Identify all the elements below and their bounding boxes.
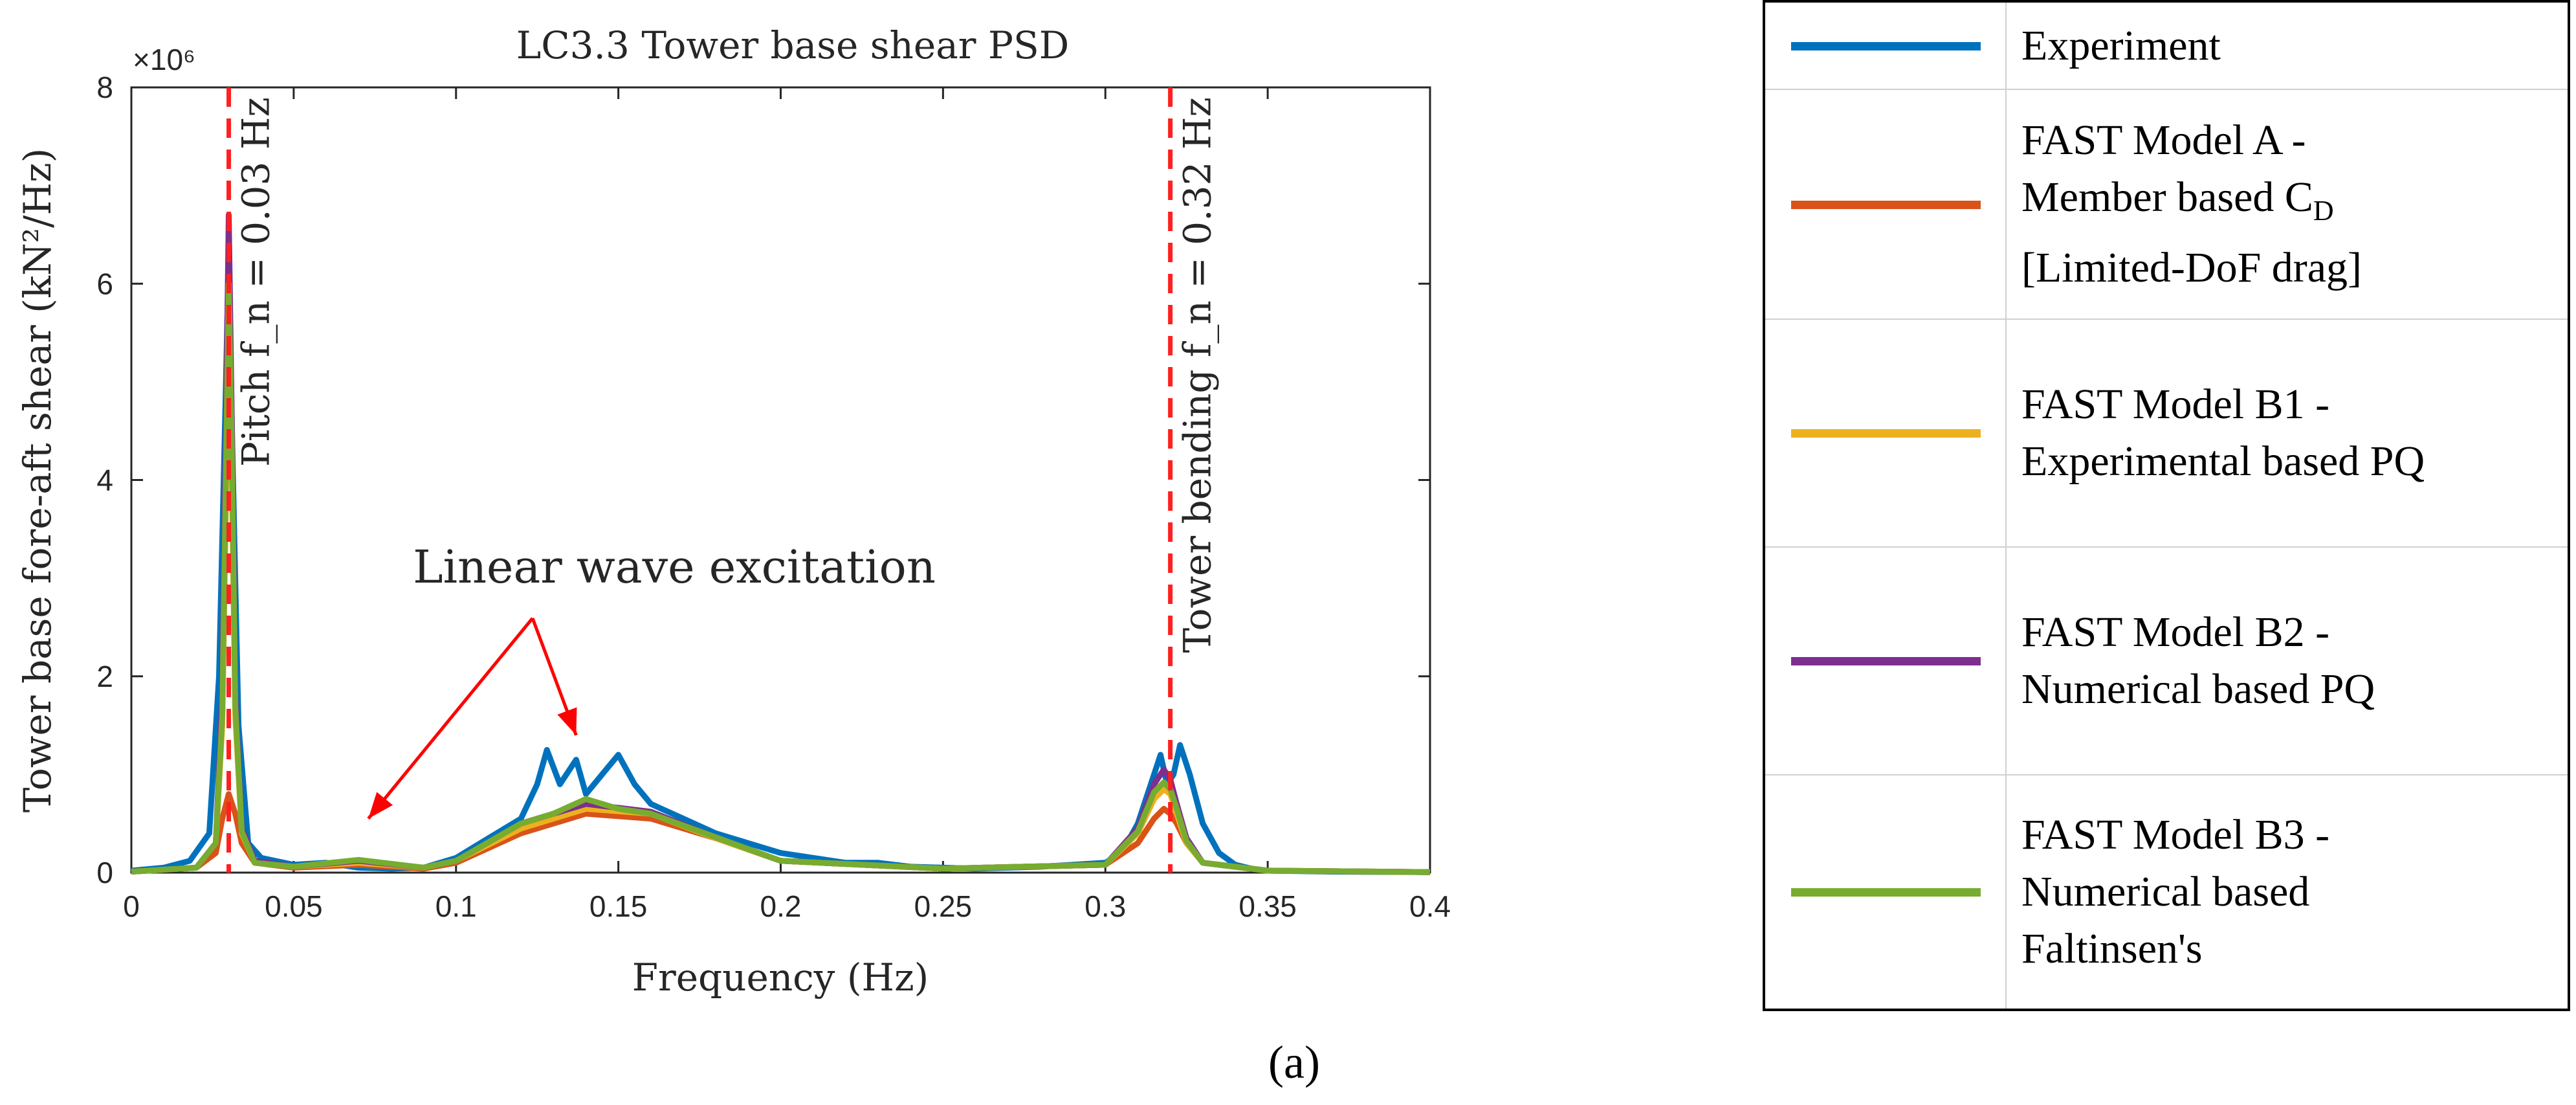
x-tick-label: 0 <box>123 889 140 923</box>
legend-swatch-cell <box>1765 776 2007 1009</box>
legend-swatch-cell <box>1765 90 2007 318</box>
legend-swatch-cell <box>1765 3 2007 89</box>
legend-label: FAST Model B3 - Numerical based Faltinsen'… <box>2021 776 2561 1009</box>
legend-label-line: Experiment <box>2021 21 2221 69</box>
figure-caption: (a) <box>1268 1036 1320 1088</box>
legend-row: FAST Model B2 - Numerical based PQ <box>1765 546 2568 774</box>
legend-label-line: FAST Model B3 - <box>2021 811 2330 858</box>
legend-row: FAST Model B1 - Experimental based PQ <box>1765 318 2568 546</box>
x-tick-label: 0.4 <box>1409 889 1451 923</box>
legend: Experiment FAST Model A - Member based CD[… <box>1763 0 2570 1011</box>
x-tick-label: 0.15 <box>589 889 648 923</box>
annotation-text: Linear wave excitation <box>413 541 936 594</box>
legend-swatch <box>1791 888 1981 897</box>
legend-label: Experiment <box>2021 3 2561 89</box>
psd-chart: LC3.3 Tower base shear PSD ×10⁶ 0 0.05 0.1… <box>16 23 1451 999</box>
y-tick-label: 6 <box>96 267 113 300</box>
legend-row: FAST Model A - Member based CD [Limited-Do… <box>1765 89 2568 318</box>
legend-label-line: Numerical based <box>2021 868 2310 915</box>
legend-label-line: Faltinsen's <box>2021 925 2203 972</box>
x-tick-label: 0.35 <box>1238 889 1297 923</box>
legend-row: FAST Model B3 - Numerical based Faltinsen'… <box>1765 774 2568 1009</box>
legend-label-line-wrap: Member based CD <box>2021 169 2561 240</box>
series-line-2 <box>131 791 1431 875</box>
legend-swatch <box>1791 657 1981 665</box>
legend-swatch <box>1791 429 1981 438</box>
legend-label: FAST Model B2 - Numerical based PQ <box>2021 548 2561 774</box>
legend-label-line: Member based C <box>2021 173 2313 221</box>
legend-subscript: D <box>2313 195 2334 227</box>
legend-swatch <box>1791 200 1981 209</box>
annotation-layer: Linear wave excitation <box>367 541 936 820</box>
x-tick-label: 0.2 <box>760 889 802 923</box>
legend-label-line: Numerical based PQ <box>2021 665 2375 713</box>
y-tick-label: 2 <box>96 660 113 693</box>
y-tick-label: 4 <box>96 463 113 497</box>
natural-frequency-lines: Pitch f_n = 0.03 Hz Tower bending f_n = 0… <box>226 87 1220 873</box>
y-multiplier: ×10⁶ <box>133 43 195 76</box>
x-tick-label: 0.3 <box>1084 889 1126 923</box>
x-tick-label: 0.05 <box>265 889 323 923</box>
legend-label-line: [Limited-DoF drag] <box>2021 244 2362 292</box>
legend-label-line: FAST Model A - <box>2021 116 2306 164</box>
legend-swatch-cell <box>1765 320 2007 546</box>
legend-label: FAST Model A - Member based CD [Limited-Do… <box>2021 90 2561 318</box>
legend-label-line: FAST Model B1 - <box>2021 381 2330 428</box>
axis-ticks: 0 0.05 0.1 0.15 0.2 0.25 0.3 0.35 0.4 0 2 4 6 8 <box>96 71 1451 923</box>
annotation-arrowhead-2 <box>557 707 577 735</box>
y-tick-label: 0 <box>96 856 113 889</box>
legend-swatch <box>1791 41 1981 50</box>
legend-label-line: Experimental based PQ <box>2021 438 2425 485</box>
legend-label-line: FAST Model B2 - <box>2021 608 2330 656</box>
annotation-arrowhead-1 <box>368 792 393 819</box>
legend-swatch-cell <box>1765 548 2007 774</box>
chart-title: LC3.3 Tower base shear PSD <box>516 23 1069 67</box>
x-axis-label: Frequency (Hz) <box>632 955 929 999</box>
y-tick-label: 8 <box>96 71 113 104</box>
annotation-arrow-1 <box>367 617 534 820</box>
vline-label-1: Pitch f_n = 0.03 Hz <box>234 97 278 467</box>
legend-label: FAST Model B1 - Experimental based PQ <box>2021 320 2561 546</box>
x-tick-label: 0.25 <box>914 889 973 923</box>
y-axis-label: Tower base fore-aft shear (kN²/Hz) <box>16 148 60 813</box>
x-tick-label: 0.1 <box>435 889 477 923</box>
legend-row: Experiment <box>1765 3 2568 89</box>
vline-label-2: Tower bending f_n = 0.32 Hz <box>1176 97 1220 653</box>
